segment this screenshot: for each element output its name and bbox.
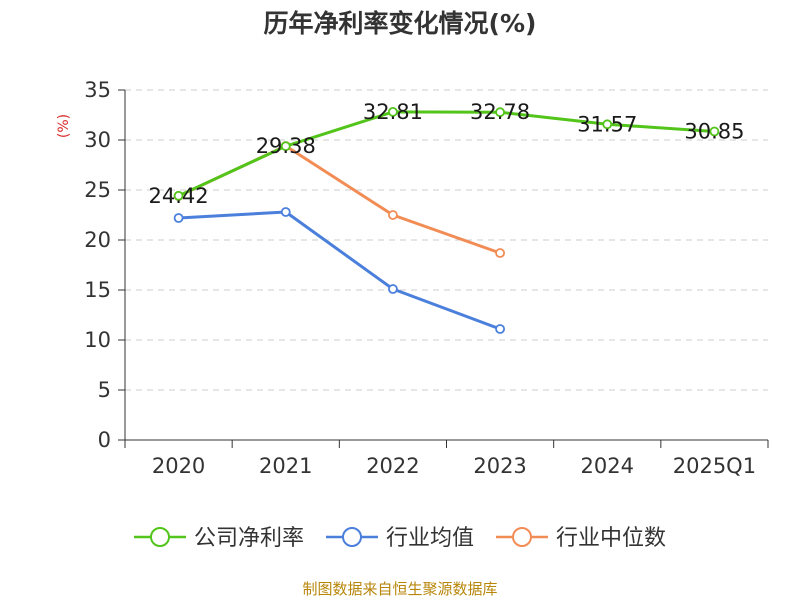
legend-marker-icon [342, 527, 362, 547]
y-tick-label: 30 [84, 128, 111, 152]
legend-label: 公司净利率 [194, 526, 304, 551]
data-label: 29.38 [256, 134, 316, 158]
data-label: 24.42 [149, 184, 209, 208]
y-tick-label: 25 [84, 178, 111, 202]
data-point [495, 248, 505, 258]
x-tick-label: 2025Q1 [673, 454, 756, 478]
series-line [178, 210, 501, 331]
data-label: 31.57 [577, 112, 637, 136]
x-tick-label: 2020 [152, 454, 205, 478]
x-tick-label: 2024 [581, 454, 634, 478]
data-point [388, 210, 398, 220]
series-line [177, 144, 501, 255]
legend: 公司净利率 行业均值 行业中位数 [134, 526, 666, 551]
series-1 [173, 207, 505, 334]
data-point [280, 207, 291, 217]
data-point [602, 119, 613, 130]
data-label: 32.81 [363, 100, 423, 124]
y-tick-label: 15 [84, 278, 111, 302]
data-point [280, 141, 291, 152]
data-point [173, 213, 184, 223]
y-tick-label: 35 [84, 78, 111, 102]
data-labels: 24.42 29.38 32.81 32.78 31.57 30.85 [149, 100, 745, 208]
legend-marker-icon [150, 527, 170, 547]
legend-item-2: 行业中位数 [496, 526, 666, 551]
data-point [173, 190, 184, 201]
y-tick-label: 5 [98, 378, 111, 402]
y-tick-label: 20 [84, 228, 111, 252]
x-tick-label: 2021 [259, 454, 312, 478]
legend-item-0: 公司净利率 [134, 526, 304, 551]
legend-marker-icon [512, 527, 532, 547]
axes: 0 5 10 15 20 25 30 35 2020 2021 2022 2023 2024 2025Q1 [84, 78, 769, 478]
data-label: 30.85 [684, 120, 744, 144]
legend-label: 行业中位数 [556, 526, 666, 551]
x-tick-label: 2023 [473, 454, 526, 478]
chart-title: 历年净利率变化情况(%) [264, 9, 537, 38]
x-tick-label: 2022 [366, 454, 419, 478]
y-axis-label: (%) [56, 114, 72, 138]
legend-item-1: 行业均值 [326, 526, 474, 551]
legend-label: 行业均值 [386, 526, 474, 551]
data-point [388, 107, 398, 117]
data-point [495, 107, 505, 118]
series-line [177, 110, 715, 198]
data-point [388, 284, 398, 294]
data-label: 32.78 [470, 100, 530, 124]
y-tick-label: 0 [98, 428, 111, 452]
series-layer [173, 107, 720, 334]
data-point [495, 324, 505, 334]
gridlines [125, 89, 768, 391]
data-source-note: 制图数据来自恒生聚源数据库 [302, 580, 497, 598]
y-tick-label: 10 [84, 328, 111, 352]
data-point [709, 126, 720, 137]
series-0 [173, 107, 720, 201]
